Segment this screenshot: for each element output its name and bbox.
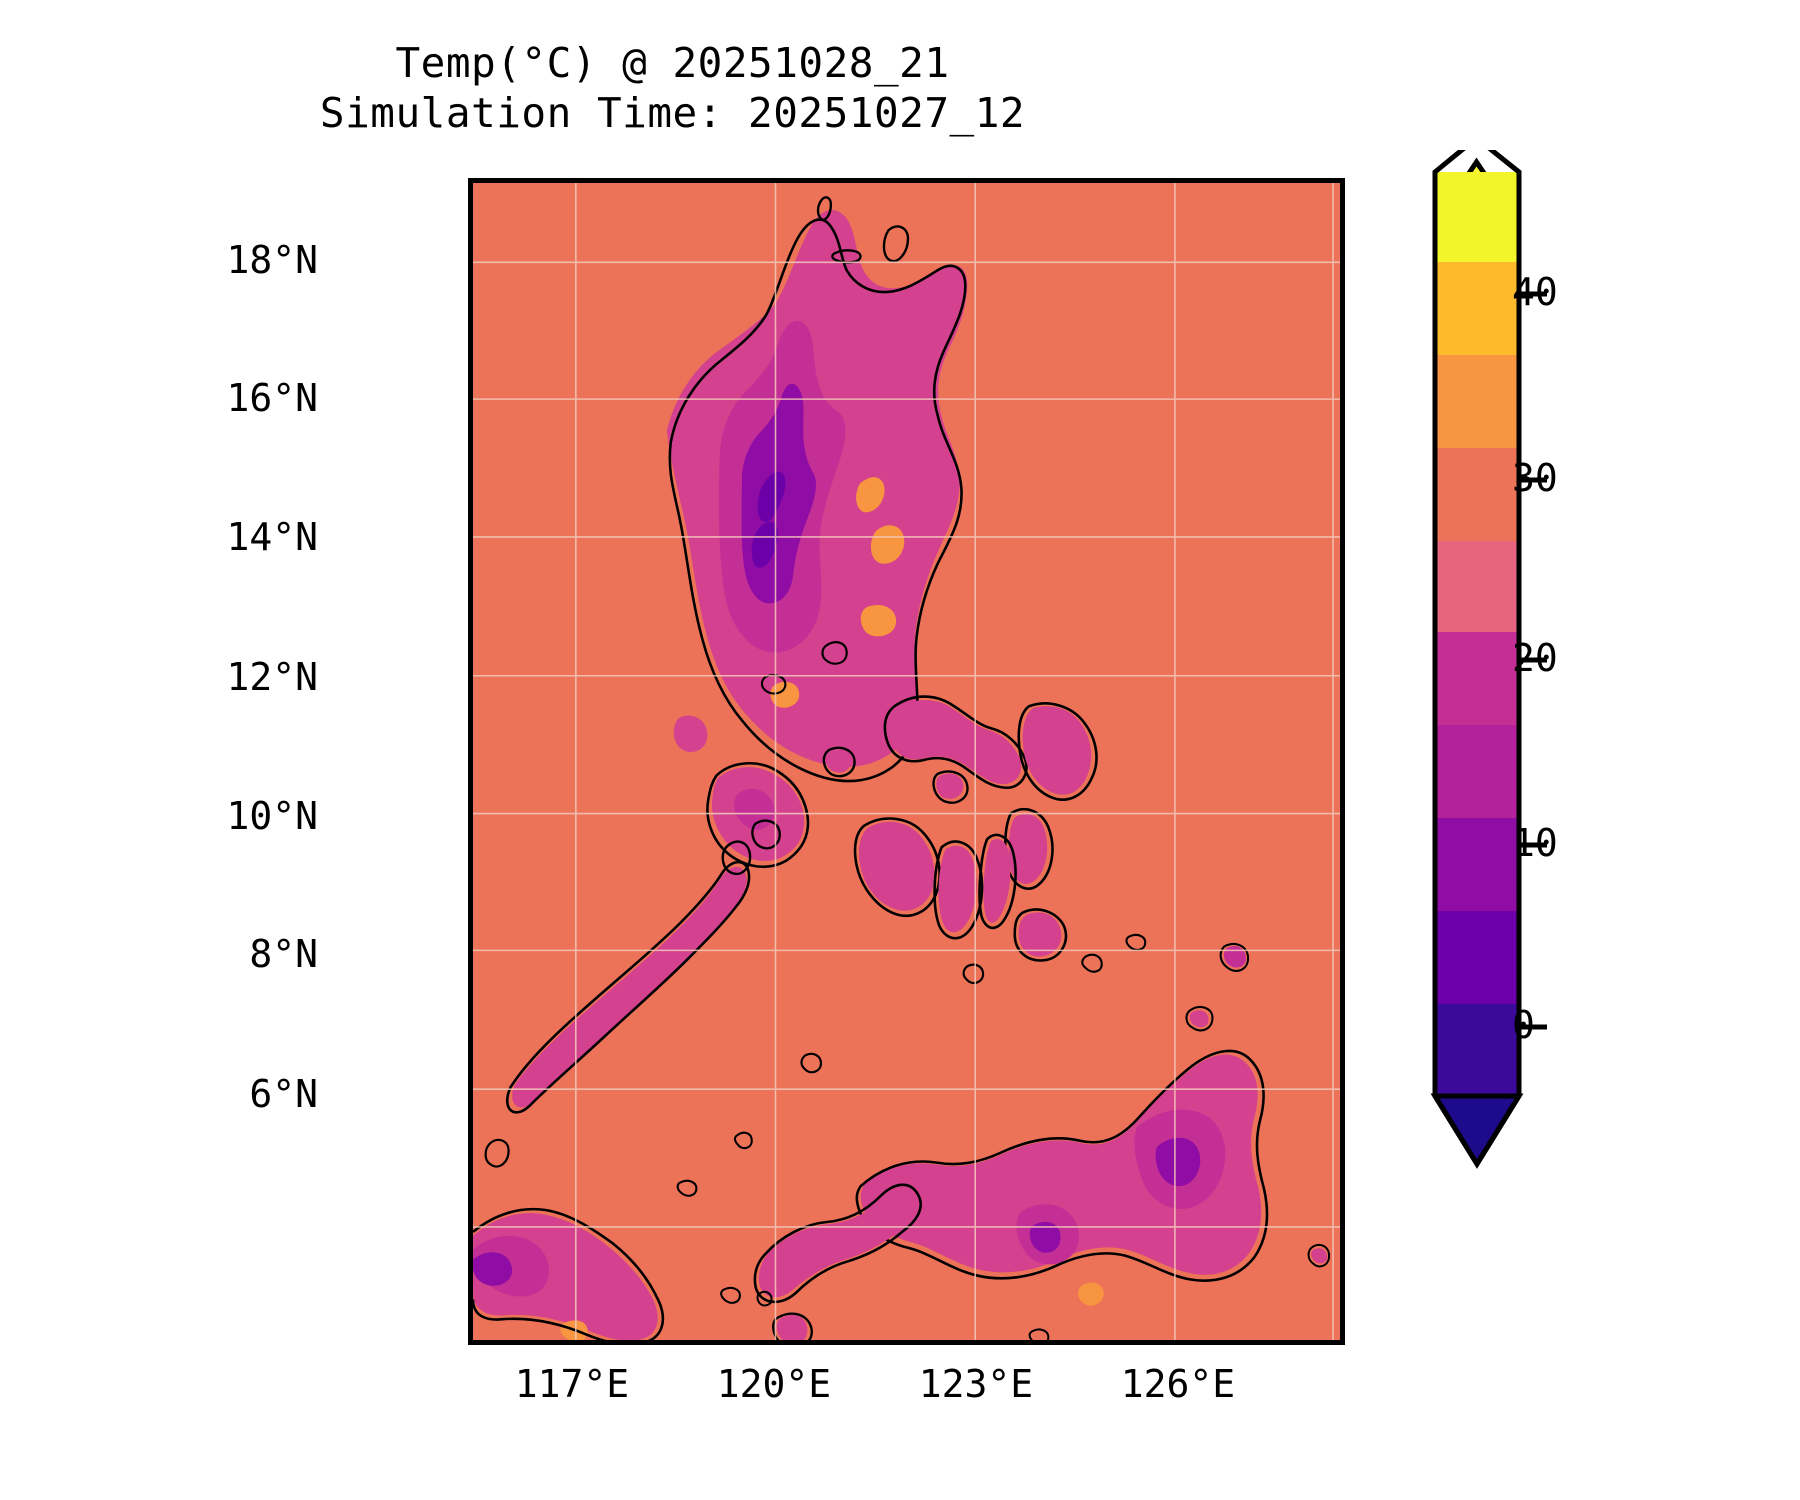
coastline-isle-e — [676, 1179, 698, 1197]
x-axis-tick-117e: 117°E — [514, 1362, 630, 1406]
y-axis-tick-6n: 6°N — [249, 1072, 318, 1116]
contour-band-luzon-orange-d — [770, 681, 800, 708]
colorbar-outline — [1432, 150, 1522, 1169]
coastline-mindanao — [855, 1049, 1269, 1282]
x-axis-tick-120e: 120°E — [716, 1362, 832, 1406]
coastline-bohol — [1013, 908, 1068, 962]
colorbar-svg — [1430, 150, 1547, 1169]
contour-band-isle-m — [1311, 1248, 1328, 1264]
contour-band-luzon-orange-c — [860, 605, 897, 637]
colorbar-band-40-45 — [1435, 172, 1519, 262]
colorbar-band-5-10 — [1435, 818, 1519, 911]
colorbar-band-minus5-0 — [1435, 1004, 1519, 1096]
coastline-masbate — [932, 770, 969, 804]
contour-band-panay — [858, 821, 935, 911]
coastline-bicol — [883, 695, 1028, 790]
contour-band-bohol — [1018, 912, 1062, 957]
contour-band-luzon-orange-b — [870, 525, 905, 564]
coastline-isle-l — [1028, 1328, 1050, 1340]
y-axis-tick-10n: 10°N — [226, 794, 318, 838]
coastline-isle-k — [756, 1290, 773, 1307]
contour-band-zamboanga — [758, 1188, 916, 1298]
coastline-balabac — [484, 1138, 510, 1168]
coastline-zamboanga — [753, 1183, 922, 1304]
colorbar-tick-label-30: 30 — [1512, 456, 1558, 500]
coastline-palawan — [505, 860, 751, 1114]
map-gridlines — [473, 183, 1340, 1340]
contour-band-zambales — [673, 715, 708, 753]
y-axis-tick-16n: 16°N — [226, 376, 318, 420]
coastline-isle-j — [720, 1286, 741, 1304]
contour-band-isle-b — [825, 645, 845, 663]
contour-band-negros — [938, 845, 977, 933]
map-axes-panel — [468, 178, 1345, 1345]
colorbar-band-15-20 — [1435, 632, 1519, 725]
contour-band-leyte — [1008, 813, 1048, 884]
y-axis-tick-12n: 12°N — [226, 655, 318, 699]
coastline-samar — [1017, 702, 1098, 801]
figure-title: Temp(°C) @ 20251028_21 Simulation Time: … — [0, 38, 1345, 138]
coastline-marinduque — [822, 746, 856, 778]
contour-band-mindanao-purple-b — [1029, 1221, 1061, 1253]
contour-band-mindanao-pink — [860, 1054, 1262, 1275]
colorbar-tick-label-0: 0 — [1512, 1003, 1535, 1047]
coastline-sabah — [473, 1207, 665, 1340]
x-axis-tick-126e: 126°E — [1120, 1362, 1236, 1406]
coastline-mindoro — [706, 762, 810, 869]
contour-band-cebu — [983, 838, 1011, 923]
coastline-isle-m — [1307, 1244, 1331, 1268]
coastline-isle-f — [1081, 953, 1103, 973]
coastline-isle-a — [800, 1052, 823, 1074]
colorbar-tick-label-20: 20 — [1512, 636, 1558, 680]
contour-band-luzon-violet-a — [757, 471, 786, 523]
title-line-1: Temp(°C) @ 20251028_21 — [395, 39, 950, 87]
colorbar-under-arrow — [1430, 1093, 1524, 1169]
colorbar-band-30-35 — [1435, 355, 1519, 448]
coastline-isle-b — [821, 641, 848, 665]
contour-band-marinduque — [826, 750, 851, 773]
colorbar-band-25-30 — [1435, 448, 1519, 541]
coastline-isle-d — [733, 1131, 753, 1150]
contour-band-mindanao-orange — [1078, 1282, 1104, 1306]
coastline-cebu — [978, 833, 1017, 930]
contour-band-basilan — [776, 1315, 808, 1340]
coastline-palawan-tip — [721, 840, 752, 876]
contour-band-luzon-orange-a — [856, 477, 885, 513]
coastline-babuyan-b — [882, 225, 910, 263]
coastline-isle-h — [1185, 1006, 1214, 1032]
coastline-negros — [933, 840, 984, 940]
colorbar-band-10-15 — [1435, 725, 1519, 818]
philippines-temperature-contour-map — [473, 183, 1340, 1340]
colorbar-tick-marks — [1519, 291, 1547, 1030]
y-axis-tick-14n: 14°N — [226, 515, 318, 559]
coastline-siquijor — [962, 963, 985, 985]
colorbar-tick-label-40: 40 — [1512, 270, 1558, 314]
coastline-batanes — [816, 196, 833, 221]
colorbar-band-35-40 — [1435, 262, 1519, 355]
contour-band-luzon-violet-b — [751, 521, 778, 568]
x-axis-tick-123e: 123°E — [918, 1362, 1034, 1406]
title-line-2: Simulation Time: 20251027_12 — [319, 89, 1026, 138]
colorbar-band-0-5 — [1435, 911, 1519, 1004]
contour-band-sabah-purple — [473, 1252, 513, 1286]
colorbar-tick-label-10: 10 — [1512, 821, 1558, 865]
coastline-isle-i — [1219, 943, 1250, 972]
coastline-luzon — [668, 218, 967, 783]
contour-band-palawan — [512, 866, 747, 1108]
contour-band-samar — [1022, 706, 1092, 795]
y-axis-tick-18n: 18°N — [226, 238, 318, 282]
contour-band-mindanao-purple-a — [1155, 1137, 1201, 1187]
coastline-panay — [853, 817, 941, 918]
contour-band-masbate — [936, 773, 964, 799]
contour-band-isle-i — [1223, 946, 1247, 968]
colorbar: 40 30 20 10 0 — [1412, 150, 1742, 1350]
contour-band-bicol — [888, 700, 1022, 785]
y-axis-tick-8n: 8°N — [249, 932, 318, 976]
contour-band-isle-h — [1189, 1010, 1209, 1028]
colorbar-band-20-25 — [1435, 541, 1519, 632]
